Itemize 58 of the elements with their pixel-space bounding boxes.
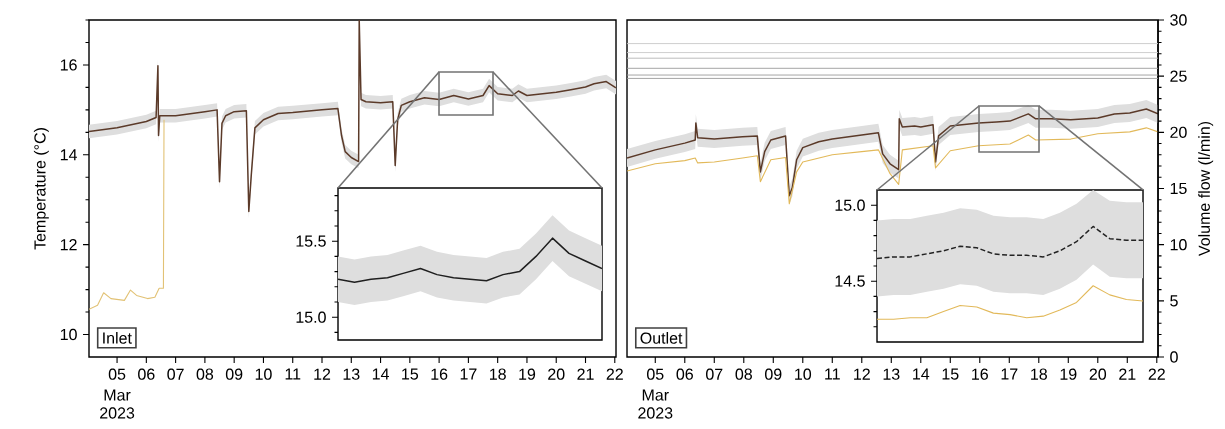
y-tick-label: 16 bbox=[60, 59, 77, 71]
y-axis-title: Temperature (°C) bbox=[33, 128, 49, 250]
x-tick-label: 20 bbox=[1089, 368, 1107, 380]
y-tick-label: 15.5 bbox=[296, 235, 326, 247]
text: Mar 2023 bbox=[638, 389, 673, 419]
x-tick-label: 14 bbox=[913, 368, 930, 380]
x-tick-label: 22 bbox=[606, 368, 623, 380]
x-tick-label: 13 bbox=[883, 368, 900, 380]
y-tick-label: 14.5 bbox=[835, 275, 865, 287]
x-tick-label: 19 bbox=[1060, 368, 1077, 380]
line-series bbox=[877, 285, 1144, 320]
y2-tick-label: 0 bbox=[1170, 351, 1178, 363]
y2-axis-title: Volume flow (l/min) bbox=[1198, 121, 1214, 256]
x-tick-label: 15 bbox=[942, 368, 959, 380]
x-tick-label: 16 bbox=[431, 368, 448, 380]
x-tick-label: 18 bbox=[1031, 368, 1047, 380]
y2-tick-label: 30 bbox=[1170, 14, 1187, 26]
line-series bbox=[877, 225, 1144, 260]
x-tick-label: 18 bbox=[489, 368, 506, 380]
y2-tick-label: 20 bbox=[1170, 126, 1187, 138]
x-tick-label: 17 bbox=[1001, 368, 1018, 380]
x-tick-label: 05 bbox=[647, 368, 664, 380]
x-tick-label: 09 bbox=[765, 368, 782, 380]
x-tick-label: 06 bbox=[676, 368, 693, 380]
y-tick-label: 10 bbox=[60, 328, 77, 341]
x-tick-label: 08 bbox=[196, 368, 214, 380]
x-tick-label: 17 bbox=[460, 368, 477, 380]
line-series bbox=[89, 119, 165, 310]
x-tick-label: 11 bbox=[285, 368, 301, 380]
text: Outlet bbox=[640, 332, 683, 344]
y-tick-label: 15.0 bbox=[296, 311, 326, 323]
x-tick-label: 16 bbox=[972, 368, 988, 380]
x-tick-label: 05 bbox=[108, 368, 126, 380]
x-tick-label: 19 bbox=[519, 368, 536, 380]
y2-tick-label: 15 bbox=[1170, 182, 1187, 195]
y-tick-label: 15.0 bbox=[835, 199, 865, 211]
x-tick-label: 06 bbox=[138, 368, 155, 380]
x-tick-label: 07 bbox=[167, 368, 184, 380]
x-tick-label: 14 bbox=[372, 368, 389, 380]
y2-tick-label: 25 bbox=[1170, 70, 1187, 82]
x-tick-label: 08 bbox=[735, 368, 752, 380]
y2-tick-label: 5 bbox=[1170, 295, 1178, 307]
x-tick-label: 10 bbox=[795, 368, 812, 380]
x-tick-label: 07 bbox=[706, 368, 723, 380]
x-tick-label: 20 bbox=[548, 368, 565, 380]
x-tick-label: 21 bbox=[1119, 368, 1136, 380]
x-tick-label: 22 bbox=[1148, 368, 1165, 380]
x-tick-label: 09 bbox=[225, 368, 243, 380]
x-tick-label: 15 bbox=[402, 368, 419, 380]
x-tick-label: 10 bbox=[255, 368, 272, 380]
x-tick-label: 11 bbox=[825, 368, 840, 380]
y-tick-label: 12 bbox=[60, 239, 77, 251]
x-tick-label: 13 bbox=[343, 368, 360, 380]
text: Inlet bbox=[103, 332, 132, 344]
text: Mar 2023 bbox=[100, 389, 135, 419]
y2-tick-label: 10 bbox=[1170, 239, 1187, 251]
y-tick-label: 14 bbox=[60, 149, 77, 161]
x-tick-label: 21 bbox=[577, 368, 594, 380]
